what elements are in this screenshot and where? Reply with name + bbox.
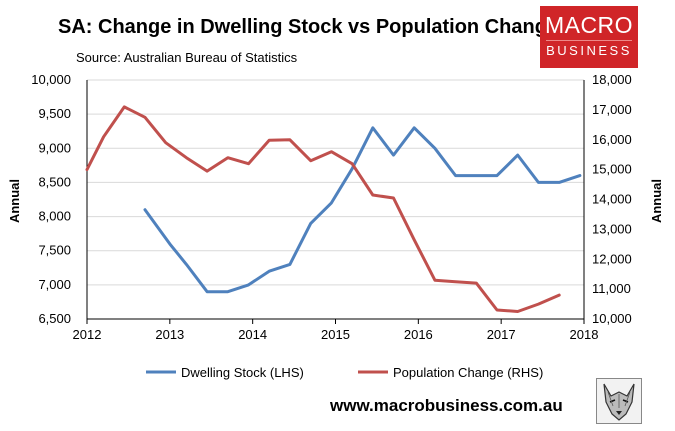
left-tick-label: 8,500	[38, 174, 71, 189]
macrobusiness-logo: MACRO BUSINESS	[540, 6, 638, 68]
x-axis-tick-labels: 2012 2013 2014 2015 2016 2017 2018	[73, 327, 599, 342]
legend-label: Dwelling Stock (LHS)	[181, 365, 304, 380]
wolf-logo-icon	[596, 378, 642, 424]
legend-label: Population Change (RHS)	[393, 365, 543, 380]
axes	[86, 80, 585, 324]
left-tick-label: 7,500	[38, 243, 71, 258]
right-tick-label: 18,000	[592, 72, 632, 87]
right-tick-label: 12,000	[592, 251, 632, 266]
right-tick-label: 10,000	[592, 311, 632, 326]
right-tick-label: 14,000	[592, 192, 632, 207]
left-tick-label: 10,000	[31, 72, 71, 87]
x-tick-label: 2014	[238, 327, 267, 342]
chart-title: SA: Change in Dwelling Stock vs Populati…	[58, 16, 559, 38]
right-tick-label: 16,000	[592, 132, 632, 147]
x-tick-label: 2017	[487, 327, 516, 342]
website-url: www.macrobusiness.com.au	[330, 396, 563, 415]
chart-subtitle: Source: Australian Bureau of Statistics	[76, 50, 298, 65]
right-axis-tick-labels: 10,000 11,000 12,000 13,000 14,000 15,000 16,0…	[592, 72, 632, 326]
left-tick-label: 8,000	[38, 209, 71, 224]
population-change-line	[85, 105, 561, 313]
gridlines	[87, 79, 584, 286]
left-tick-label: 6,500	[38, 311, 71, 326]
right-tick-label: 13,000	[592, 221, 632, 236]
left-axis-tick-labels: 6,500 7,000 7,500 8,000 8,500 9,000 9,500 10,00…	[31, 72, 71, 326]
x-tick-label: 2013	[155, 327, 184, 342]
x-tick-label: 2018	[570, 327, 599, 342]
right-tick-label: 11,000	[592, 281, 631, 296]
dwelling-stock-line	[143, 126, 582, 294]
right-tick-label: 15,000	[592, 162, 632, 177]
left-tick-label: 9,500	[38, 106, 71, 121]
right-axis-label: Annual	[649, 179, 664, 223]
left-axis-label: Annual	[7, 179, 22, 223]
x-tick-label: 2012	[73, 327, 102, 342]
series-lines	[85, 105, 582, 313]
right-tick-label: 17,000	[592, 102, 632, 117]
legend: Dwelling Stock (LHS) Population Change (R…	[146, 365, 543, 380]
x-tick-label: 2016	[404, 327, 433, 342]
logo-line2: BUSINESS	[546, 40, 632, 61]
logo-line1: MACRO	[544, 12, 634, 38]
x-tick-label: 2015	[321, 327, 350, 342]
left-tick-label: 7,000	[38, 277, 71, 292]
left-tick-label: 9,000	[38, 140, 71, 155]
